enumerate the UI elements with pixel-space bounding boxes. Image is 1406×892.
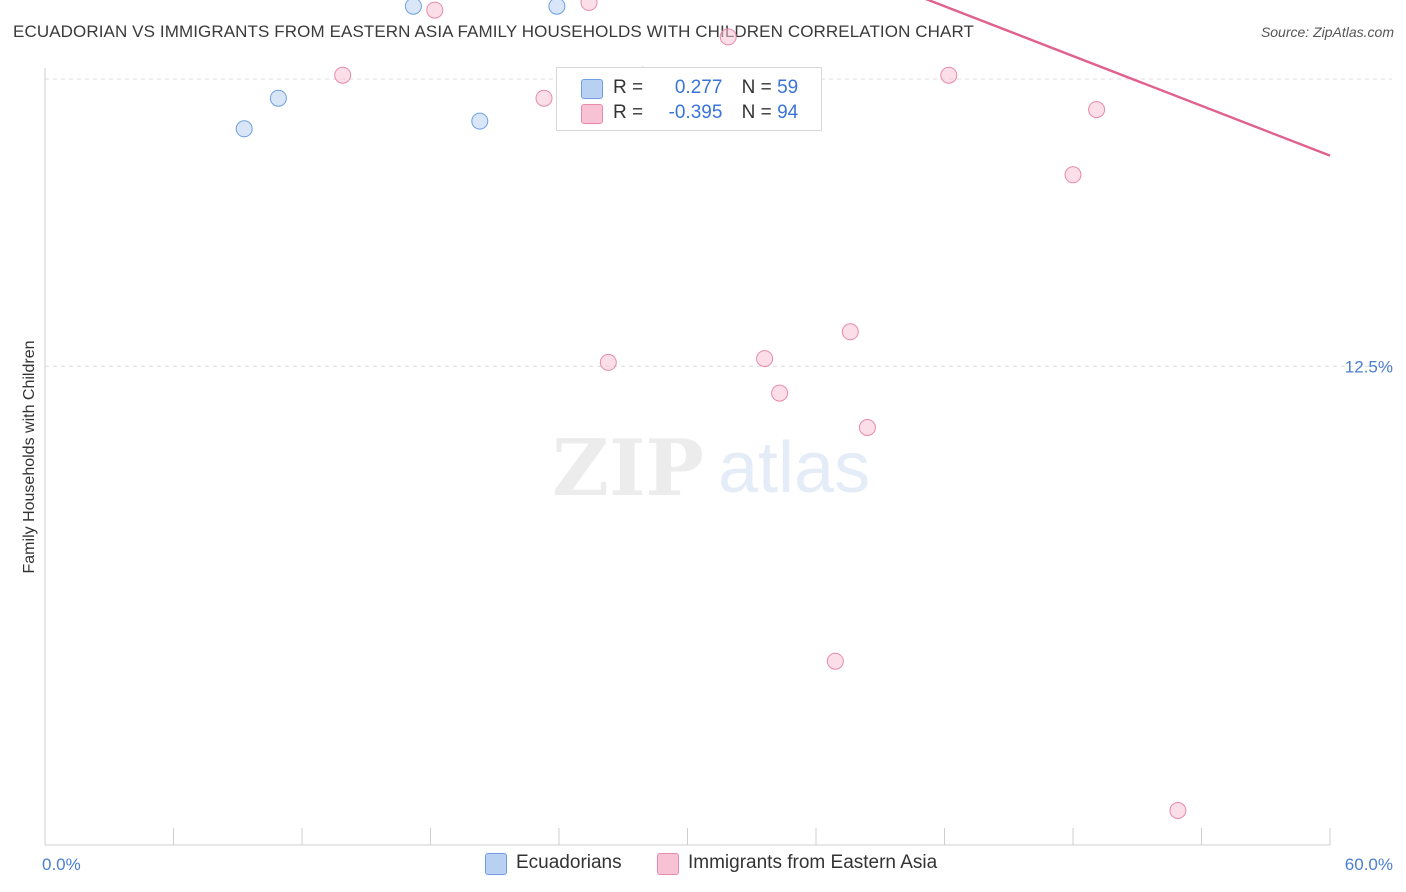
- legend-n-label: N =: [741, 77, 772, 98]
- pink-point: [599, 353, 617, 371]
- blue-point: [404, 0, 422, 15]
- pink-point: [1064, 166, 1082, 184]
- pink-point: [719, 28, 737, 46]
- legend-r-label: R =: [613, 77, 644, 98]
- blue-point: [235, 120, 253, 138]
- correlation-legend: R = 0.277 N = 59 R = -0.395 N = 94: [556, 67, 822, 131]
- legend-swatch-blue: [581, 79, 603, 99]
- pink-point: [771, 384, 789, 402]
- watermark-atlas: atlas: [718, 428, 870, 508]
- x-tick-label: 0.0%: [42, 855, 81, 874]
- pink-point: [1088, 101, 1106, 119]
- pink-point: [841, 323, 859, 341]
- legend-n-label: N =: [741, 102, 772, 123]
- blue-point: [269, 89, 287, 107]
- pink-point: [826, 652, 844, 670]
- watermark-zip: ZIP: [552, 423, 704, 514]
- blue-series-points: [235, 0, 566, 138]
- tick-labels: 12.5%25.0%37.5%50.0%0.0%60.0%: [42, 357, 1393, 874]
- bottom-legend-swatch-blue: [485, 853, 507, 875]
- bottom-legend-swatch-pink: [657, 853, 679, 875]
- pink-point: [580, 0, 598, 11]
- pink-point: [535, 89, 553, 107]
- source-note: Source: ZipAtlas.com: [1260, 24, 1394, 40]
- pink-trend-line: [925, 0, 1331, 157]
- pink-point: [756, 350, 774, 368]
- pink-series-points: [334, 0, 1187, 819]
- blue-point: [471, 112, 489, 130]
- bottom-legend-label: Ecuadorians: [516, 852, 622, 873]
- legend-r-label: R =: [613, 102, 644, 123]
- x-tick-label: 60.0%: [1345, 855, 1393, 874]
- bottom-legend-label: Immigrants from Eastern Asia: [688, 852, 938, 873]
- y-tick-label: 12.5%: [1345, 357, 1393, 376]
- gridlines: [45, 78, 1392, 367]
- legend-n-value: 59: [777, 77, 799, 98]
- axes: [44, 68, 1331, 846]
- legend-swatch-pink: [581, 104, 603, 124]
- legend-r-value: -0.395: [668, 102, 723, 123]
- pink-point: [426, 1, 444, 19]
- trend-lines: [925, 0, 1331, 157]
- legend-n-value: 94: [777, 102, 799, 123]
- pink-point: [334, 66, 352, 84]
- pink-point: [1169, 802, 1187, 819]
- pink-point: [858, 419, 876, 436]
- watermark: ZIP atlas: [552, 423, 870, 514]
- blue-point: [548, 0, 566, 15]
- legend-r-value: 0.277: [674, 77, 723, 98]
- y-axis-label: Family Households with Children: [21, 341, 38, 574]
- pink-point: [940, 66, 958, 84]
